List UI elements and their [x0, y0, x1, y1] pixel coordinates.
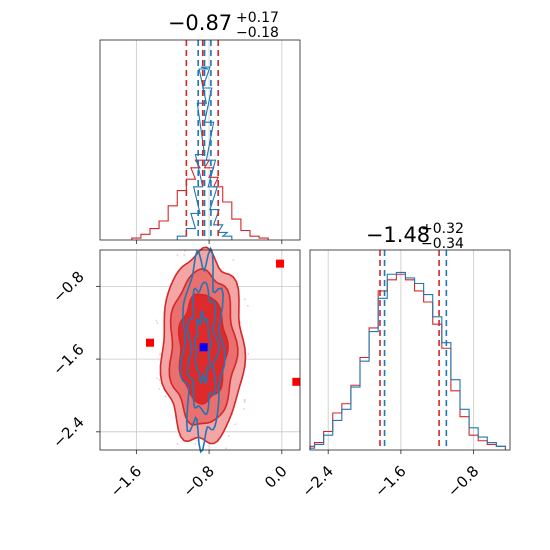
contour-x-tick-label: −0.8 — [179, 462, 217, 500]
histogram-param1-frame — [99, 39, 301, 241]
histogram-param2-x-tick-label: −0.8 — [444, 462, 482, 500]
histogram-param2-panel: −1.48 +0.32 −0.34 −2.4 −1.6 −0.8 — [299, 221, 511, 501]
histogram-param1-title-sup: +0.17 — [236, 10, 279, 26]
contour-sample-point — [243, 408, 246, 410]
contour-blue-level — [193, 309, 212, 385]
contour-sample-point — [156, 322, 159, 324]
contour-sample-point — [176, 254, 179, 256]
contour-sample-point — [158, 379, 161, 381]
histogram-param2-x-tick-label: −2.4 — [299, 462, 337, 500]
contour-sample-point — [158, 388, 161, 391]
histogram-param2-title-sub: −0.34 — [421, 236, 464, 252]
histogram-param1-title-sub: −0.18 — [236, 25, 279, 41]
contour-sample-point — [159, 353, 161, 356]
contour-blue-level — [186, 281, 220, 416]
contour-sample-point — [183, 254, 186, 256]
histogram-param2-blue-series — [309, 271, 507, 450]
contour-sample-point — [247, 352, 250, 355]
contour-sample-point — [232, 259, 235, 261]
contour-sample-point — [243, 398, 246, 401]
contour-panel: −1.6 −0.8 0.0 −0.8 −1.6 −2.4 — [49, 246, 301, 501]
contour-y-tick-label: −2.4 — [49, 413, 87, 451]
histogram-param2-title-sup: +0.32 — [421, 221, 464, 237]
contour-blue-marker — [199, 343, 208, 352]
contour-sample-point — [176, 442, 179, 445]
contour-sample-point — [225, 447, 228, 450]
contour-x-tick-label: −1.6 — [107, 462, 145, 500]
contour-frame — [99, 249, 301, 451]
histogram-param1-red-series — [131, 159, 269, 240]
contour-sample-point — [194, 443, 196, 445]
contour-sample-point — [239, 321, 242, 324]
contour-sample-point — [227, 435, 230, 438]
contour-red-marker — [292, 377, 301, 386]
contour-blue-level — [179, 246, 227, 454]
histogram-param2-x-tick-label: −1.6 — [371, 462, 409, 500]
contour-sample-point — [184, 249, 186, 252]
contour-sample-point — [243, 401, 246, 403]
histogram-param1-panel: −0.87 +0.17 −0.18 — [99, 10, 301, 244]
contour-sample-point — [234, 423, 237, 426]
contour-x-tick-label: 0.0 — [261, 462, 291, 492]
contour-y-tick-label: −1.6 — [49, 340, 87, 378]
contour-y-tick-label: −0.8 — [49, 268, 87, 306]
contour-sample-point — [156, 377, 159, 380]
histogram-param2-title: −1.48 — [366, 223, 430, 247]
contour-red-marker — [146, 338, 154, 347]
contour-sample-point — [164, 395, 167, 398]
contour-sample-point — [244, 298, 246, 301]
histogram-param2-frame — [309, 249, 511, 451]
contour-sample-point — [246, 304, 249, 307]
contour-red-marker — [276, 259, 284, 268]
histogram-param1-title: −0.87 — [168, 11, 232, 35]
contour-sample-point — [155, 319, 158, 322]
histogram-param2-red-series — [309, 273, 507, 450]
